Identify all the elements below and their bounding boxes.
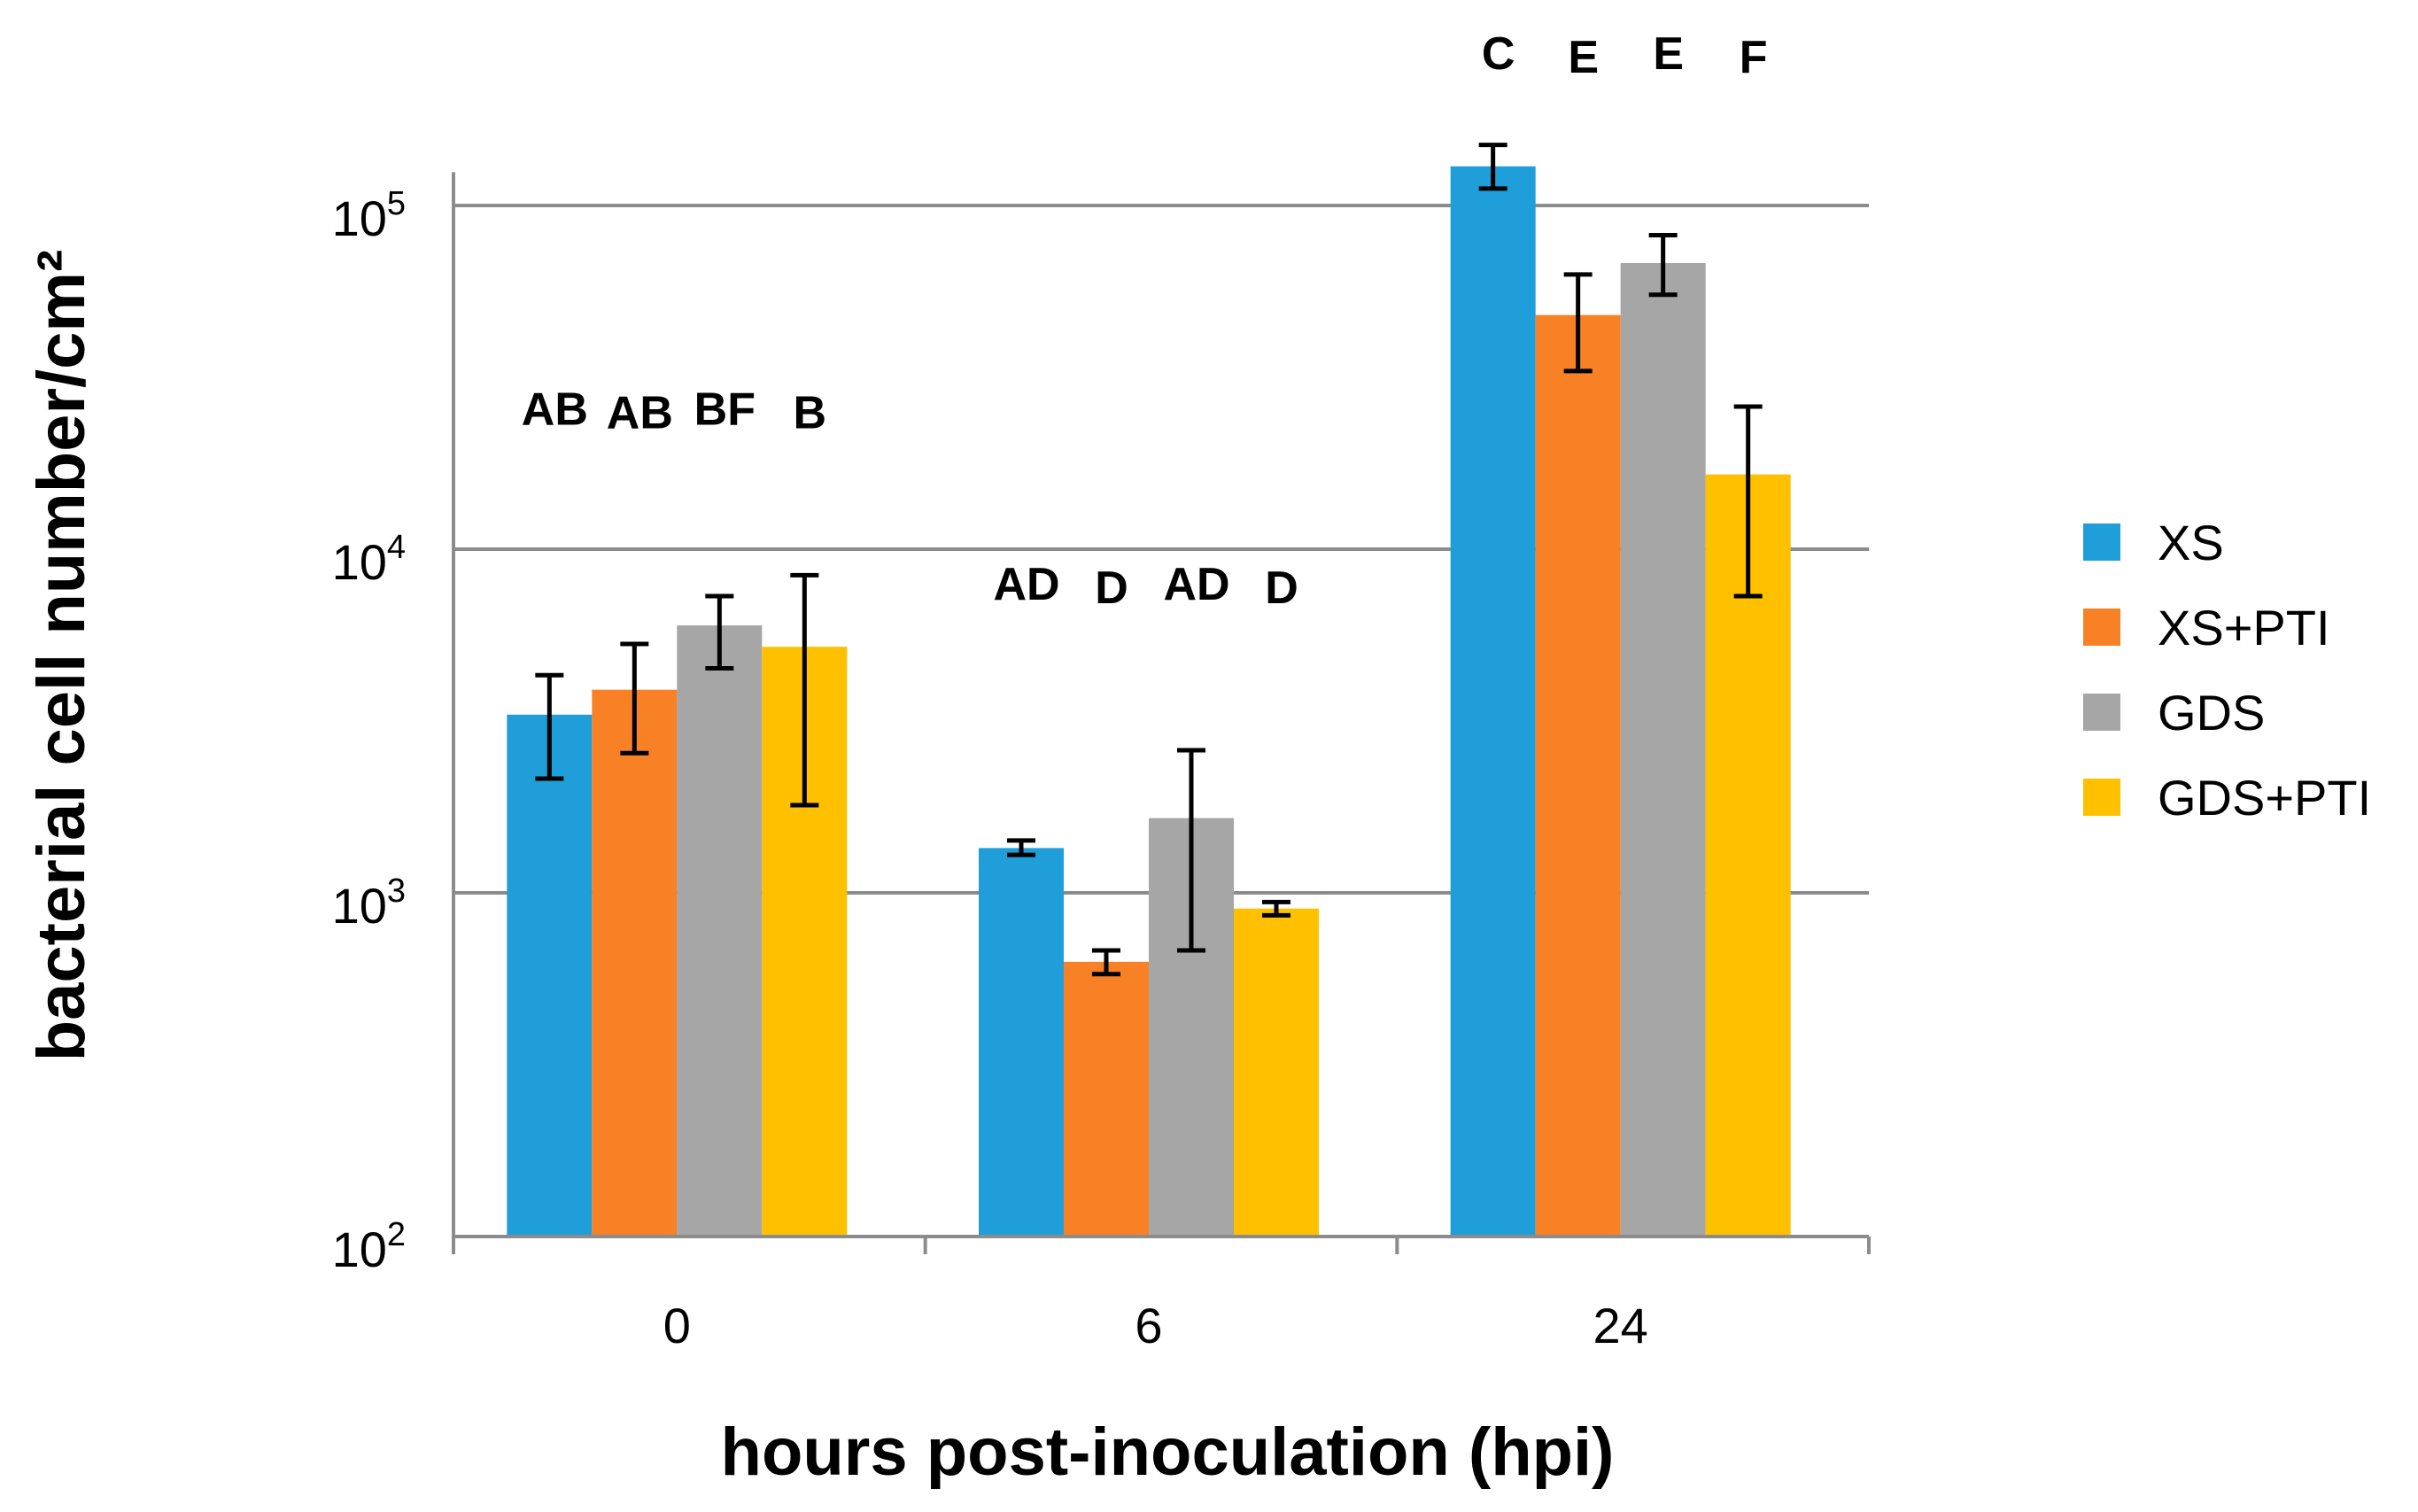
significance-letter: C (1482, 28, 1515, 80)
y-axis-title: bacterial cell number/cm² (24, 250, 99, 1062)
significance-letter: D (1265, 562, 1298, 614)
error-bar (1177, 748, 1205, 953)
bar-xs-6hpi (979, 848, 1064, 1237)
significance-letter: AB (522, 384, 588, 435)
significance-letter: E (1653, 28, 1684, 80)
significance-letter: D (1095, 562, 1128, 614)
error-bar (1007, 838, 1035, 857)
error-bar (790, 572, 819, 808)
significance-letter: AD (1163, 559, 1229, 610)
significance-letter: B (794, 387, 827, 438)
x-tick-label: 0 (663, 1298, 691, 1353)
bar-xs-24hpi (1450, 166, 1536, 1237)
bar-gds-plus-pti-24hpi (1705, 474, 1791, 1237)
bar-xs-plus-pti-0hpi (592, 689, 678, 1237)
error-bar (1733, 404, 1763, 599)
legend-item: XS+PTI (2083, 600, 2330, 655)
legend-item: XS (2083, 515, 2224, 570)
y-tick-label: 105 (332, 185, 406, 246)
significance-letters: AB AB BF B AD D AD D C E E F (522, 28, 1768, 614)
x-tick-label: 24 (1593, 1298, 1648, 1353)
error-bar (1648, 232, 1678, 298)
significance-letter: BF (694, 384, 756, 435)
y-tick-label: 103 (332, 872, 406, 934)
bar-gds-24hpi (1620, 262, 1706, 1237)
error-bar (535, 672, 564, 781)
error-bar (1478, 143, 1507, 191)
legend-item: GDS+PTI (2083, 770, 2371, 826)
error-bar (1563, 272, 1593, 374)
legend-swatch (2083, 609, 2120, 646)
bar-gds-0hpi (677, 625, 763, 1237)
legend-swatch (2083, 523, 2120, 561)
legend-label: GDS+PTI (2158, 770, 2371, 826)
error-bar (1262, 899, 1290, 918)
error-bars (535, 143, 1763, 977)
bars (507, 166, 1791, 1237)
significance-letter: AB (607, 387, 673, 438)
significance-letter: F (1740, 32, 1768, 83)
y-tick-label: 102 (332, 1216, 406, 1277)
error-bar (620, 641, 649, 756)
legend-item: GDS (2083, 685, 2265, 740)
legend-label: GDS (2158, 685, 2265, 740)
x-axis-title: hours post-inoculation (hpi) (721, 1415, 1615, 1490)
legend-swatch (2083, 779, 2120, 816)
bar-xs-0hpi (507, 714, 593, 1237)
legend-label: XS (2158, 515, 2224, 570)
bar-gds-plus-pti-6hpi (1234, 908, 1319, 1237)
legend: XS XS+PTI GDS GDS+PTI (2083, 515, 2371, 826)
legend-swatch (2083, 694, 2120, 731)
significance-letter: E (1568, 32, 1599, 83)
y-tick-label: 104 (332, 529, 406, 590)
bar-xs-plus-pti-24hpi (1535, 314, 1621, 1237)
legend-label: XS+PTI (2158, 600, 2330, 655)
x-tick-label: 6 (1135, 1298, 1162, 1353)
error-bar (1092, 948, 1120, 977)
bar-xs-plus-pti-6hpi (1064, 961, 1149, 1237)
error-bar (705, 593, 734, 671)
significance-letter: AD (993, 559, 1059, 610)
